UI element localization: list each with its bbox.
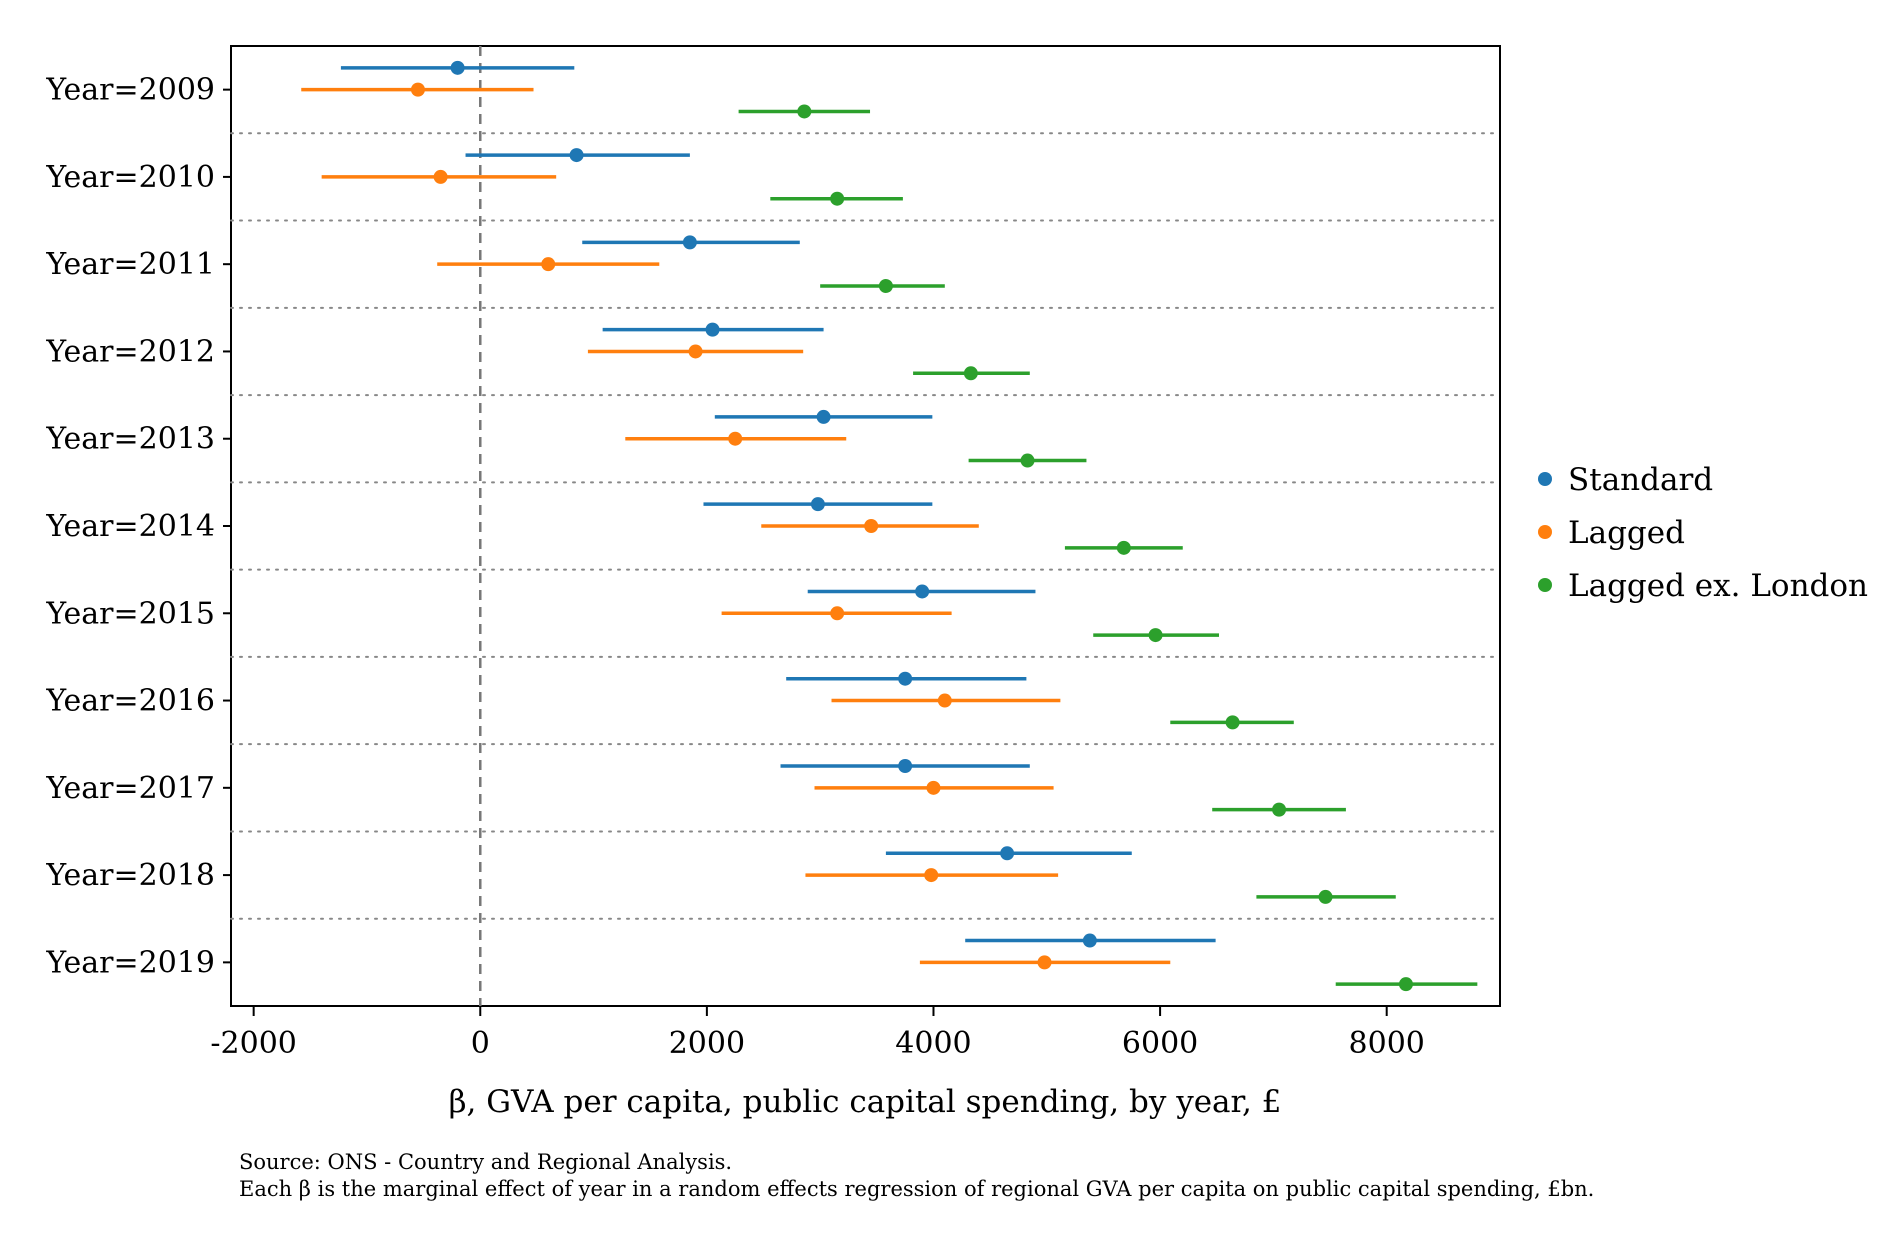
estimate-point <box>705 322 720 337</box>
x-tick-label: 8000 <box>1349 1026 1425 1061</box>
series-standard <box>340 60 1216 948</box>
x-tick-label: 4000 <box>895 1026 971 1061</box>
y-tick-label: Year=2014 <box>45 509 215 544</box>
series-lagged-ex-london <box>738 104 1478 992</box>
estimate-point <box>682 235 697 250</box>
legend-label: Standard <box>1568 462 1713 498</box>
estimate-point <box>963 366 978 381</box>
y-tick-label: Year=2016 <box>45 684 215 719</box>
y-tick-label: Year=2017 <box>45 771 215 806</box>
y-tick-label: Year=2010 <box>45 160 215 195</box>
estimate-point <box>924 868 939 883</box>
estimate-point <box>830 191 845 206</box>
x-tick-label: -2000 <box>210 1026 296 1061</box>
legend-marker <box>1538 578 1552 592</box>
method-note: Each β is the marginal effect of year in… <box>239 1177 1595 1201</box>
y-tick-label: Year=2009 <box>45 73 215 108</box>
legend-marker <box>1538 525 1552 539</box>
estimate-point <box>816 409 831 424</box>
estimate-point <box>410 82 425 97</box>
estimate-point <box>728 431 743 446</box>
estimate-point <box>797 104 812 119</box>
x-tick-label: 6000 <box>1122 1026 1198 1061</box>
estimate-point <box>864 519 879 533</box>
estimate-point <box>898 759 913 773</box>
x-tick-label: 2000 <box>669 1026 745 1061</box>
estimate-point <box>1082 933 1097 948</box>
estimate-point <box>898 671 913 686</box>
x-axis: -2000 0 2000 4000 6000 8000 <box>210 1006 1425 1061</box>
x-axis-label: β, GVA per capita, public capital spendi… <box>449 1084 1282 1120</box>
estimate-point <box>688 344 703 359</box>
estimate-point <box>810 497 825 512</box>
estimate-point <box>1116 540 1131 555</box>
x-tick-label: 0 <box>471 1026 490 1061</box>
estimate-point <box>1398 977 1413 992</box>
estimate-point <box>1318 889 1333 904</box>
y-tick-label: Year=2011 <box>45 247 215 282</box>
y-tick-label: Year=2013 <box>45 422 215 457</box>
estimate-point <box>569 148 584 163</box>
y-tick-label: Year=2019 <box>45 945 215 980</box>
series-lagged <box>301 82 1171 970</box>
legend-marker <box>1538 472 1552 486</box>
source-note: Source: ONS - Country and Regional Analy… <box>239 1150 733 1174</box>
legend: Standard Lagged Lagged ex. London <box>1538 462 1868 604</box>
estimate-point <box>541 257 556 272</box>
legend-label: Lagged <box>1568 515 1685 551</box>
estimate-point <box>1020 453 1035 468</box>
estimate-point <box>878 279 893 293</box>
estimate-point <box>1272 802 1287 817</box>
estimate-point <box>1225 715 1240 730</box>
y-tick-label: Year=2015 <box>45 596 215 631</box>
chart-marks <box>301 60 1478 992</box>
estimate-point <box>926 780 941 795</box>
estimate-point <box>830 606 845 621</box>
legend-label: Lagged ex. London <box>1568 568 1868 604</box>
estimate-point <box>1148 628 1163 643</box>
y-axis: Year=2009 Year=2010 Year=2011 Year=2012 Year… <box>45 73 231 980</box>
estimate-point <box>433 169 448 184</box>
y-tick-label: Year=2018 <box>45 858 215 893</box>
estimate-point <box>937 693 952 708</box>
estimate-point <box>450 60 465 75</box>
estimate-point <box>1037 955 1052 970</box>
estimate-point <box>1000 846 1015 861</box>
estimate-point <box>915 584 930 599</box>
y-tick-label: Year=2012 <box>45 334 215 369</box>
